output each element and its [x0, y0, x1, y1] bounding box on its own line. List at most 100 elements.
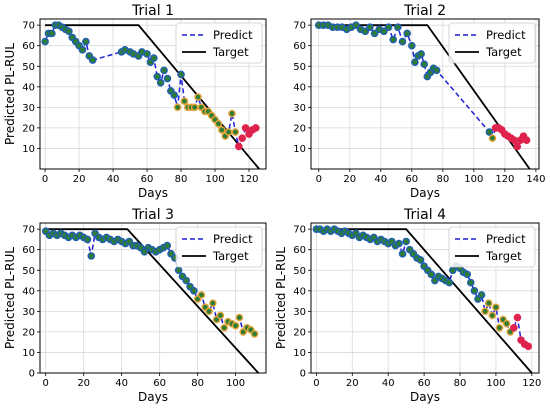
y-tick-label: 40 [22, 286, 35, 297]
y-axis-label: Predicted PL-RUL [274, 247, 288, 349]
predict-point [194, 93, 202, 101]
legend-predict-label: Predict [486, 232, 526, 246]
predict-point [153, 72, 162, 81]
legend-box [448, 22, 536, 64]
predict-point [218, 126, 226, 134]
target-line [45, 228, 260, 373]
predict-point [417, 50, 425, 58]
predict-point [522, 136, 531, 145]
predict-point [380, 27, 388, 36]
predict-point [209, 299, 217, 307]
legend: Predict Target [175, 226, 263, 268]
predict-point [408, 41, 416, 50]
predict-point [389, 35, 398, 44]
predict-point [411, 58, 419, 66]
predict-point [427, 270, 436, 279]
y-axis-label: Predicted PL-RUL [3, 43, 17, 145]
legend-target-label: Target [212, 45, 249, 59]
subplot-title: Trial 4 [403, 207, 446, 223]
y-tick-label: 60 [22, 245, 35, 256]
y-tick-label: 70 [293, 21, 306, 32]
predict-point [524, 342, 533, 351]
predict-point [252, 124, 260, 132]
subplot-title: Trial 3 [131, 207, 174, 223]
x-tick-label: 60 [418, 378, 431, 389]
series-group [312, 225, 533, 373]
x-tick-label: 80 [454, 378, 467, 389]
y-tick-label: 30 [293, 307, 306, 318]
x-tick-label: 0 [43, 378, 49, 389]
x-tick-label: 120 [522, 378, 541, 389]
predict-point [420, 60, 429, 69]
predict-point [361, 27, 370, 36]
predict-point [238, 134, 247, 142]
legend-predict-label: Predict [213, 28, 253, 42]
x-tick-label: 20 [77, 378, 90, 389]
predict-point [466, 278, 475, 287]
predict-point [87, 252, 96, 260]
legend: Predict Target [175, 22, 263, 64]
predict-point [156, 78, 165, 87]
y-tick-label: 0 [29, 369, 35, 380]
predict-point [216, 311, 225, 320]
predict-point [510, 323, 518, 332]
legend-box [448, 226, 536, 268]
x-tick-label: 60 [153, 378, 166, 389]
x-tick-label: 140 [526, 174, 545, 185]
x-tick-label: 40 [382, 378, 395, 389]
predict-point [513, 313, 522, 322]
predict-point [88, 56, 97, 64]
predict-point [484, 299, 493, 307]
y-tick-label: 50 [293, 62, 306, 73]
x-axis-label: Days [410, 186, 440, 200]
y-tick-label: 70 [22, 21, 35, 32]
y-tick-label: 10 [293, 144, 306, 155]
x-tick-label: 100 [464, 174, 483, 185]
series-group [41, 227, 260, 373]
predict-point [488, 311, 497, 320]
predict-point [65, 27, 73, 36]
predict-point [78, 46, 87, 54]
y-tick-label: 50 [22, 266, 35, 277]
predict-point [83, 235, 92, 244]
predict-point [366, 23, 374, 32]
predict-point [82, 37, 90, 46]
x-tick-label: 0 [316, 174, 322, 185]
predict-point [231, 128, 240, 136]
subplot-4: 0 20 40 60 80 100 120 0 10 20 30 40 50 60 70 Trial 4 Day… [274, 207, 541, 404]
x-tick-label: 60 [141, 174, 154, 185]
predict-point [180, 97, 189, 105]
predict-point [231, 321, 240, 330]
predict-point [182, 276, 191, 285]
predict-point [502, 319, 511, 328]
predict-point [160, 66, 168, 75]
y-tick-label: 20 [293, 327, 306, 338]
y-tick-label: 50 [293, 266, 306, 277]
x-tick-label: 100 [486, 378, 505, 389]
predict-point [352, 21, 360, 29]
y-tick-label: 0 [300, 369, 306, 380]
y-tick-label: 40 [22, 82, 35, 93]
predict-point [510, 136, 518, 145]
predict-point [384, 23, 393, 32]
predict-point [395, 239, 403, 248]
y-axis-label: Predicted PL-RUL [3, 247, 17, 349]
predict-point [398, 37, 407, 46]
subplot-1: 0 20 40 60 80 100 120 10 20 30 40 50 60 70 Trial 1 Days… [3, 3, 267, 200]
predict-point [228, 109, 236, 118]
predict-point [190, 287, 198, 295]
x-tick-label: 0 [42, 174, 48, 185]
y-tick-label: 60 [22, 41, 35, 52]
predict-point [250, 330, 259, 338]
y-tick-label: 40 [293, 82, 306, 93]
x-tick-label: 100 [226, 378, 245, 389]
x-tick-label: 20 [73, 174, 86, 185]
legend-box [175, 22, 263, 64]
predict-point [205, 307, 213, 316]
predict-point [235, 313, 244, 322]
legend-target-label: Target [485, 249, 522, 263]
legend: Predict Target [448, 226, 536, 268]
predict-point [513, 142, 522, 151]
legend-target-label: Target [485, 45, 522, 59]
predict-point [402, 237, 410, 246]
